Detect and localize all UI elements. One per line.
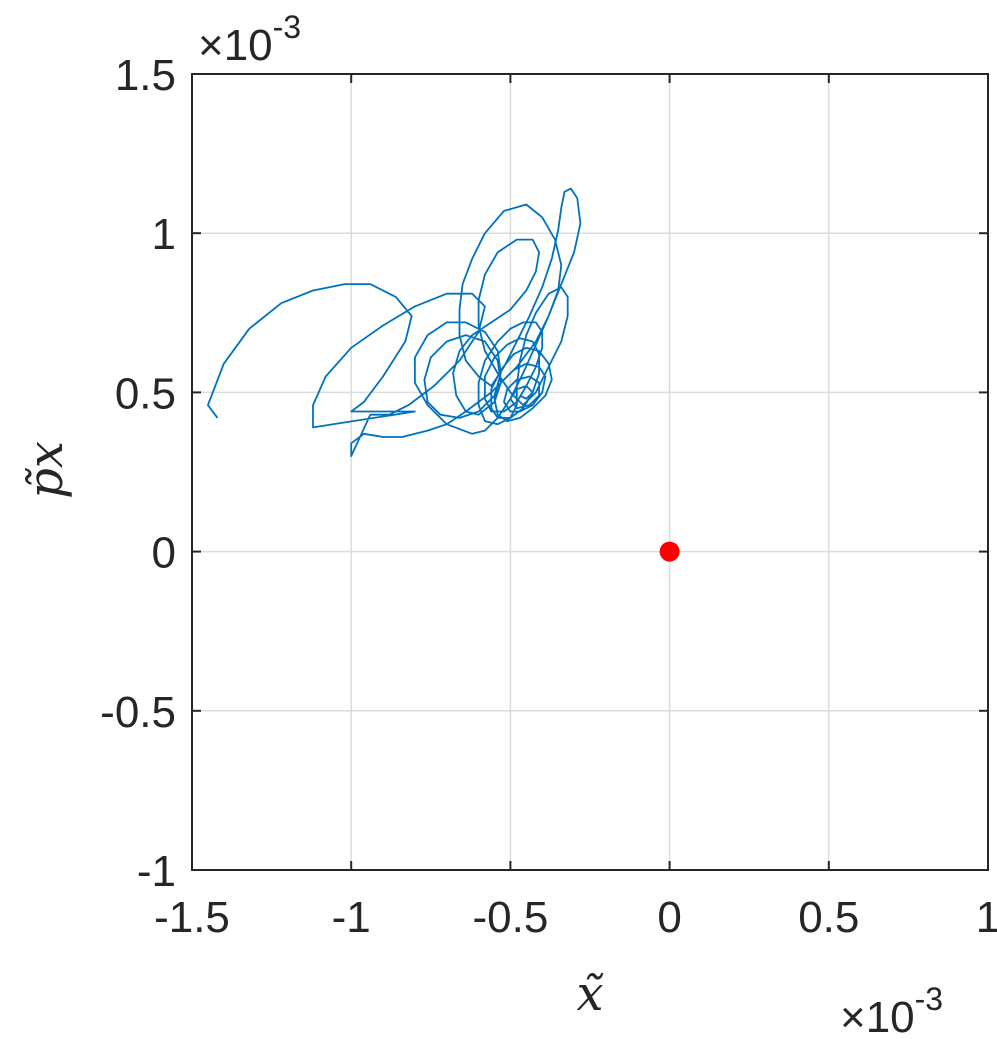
x-tick-label: 0.5: [798, 893, 859, 942]
x-tick-label: -1: [332, 893, 371, 942]
y-tick-label: 0: [152, 529, 176, 578]
y-tick-label: 0.5: [115, 369, 176, 418]
axes-box: [191, 73, 989, 871]
y-tick-label: 1.5: [115, 51, 176, 100]
y-tick-label: 1: [152, 210, 176, 259]
y-exponent-base: ×10: [198, 21, 273, 70]
y-tick-label: -0.5: [100, 688, 176, 737]
y-axis-label: p̃x: [18, 441, 74, 499]
axes: [191, 73, 989, 871]
y-exponent-power: -3: [273, 9, 301, 45]
data-layer: [207, 187, 680, 562]
y-exponent-label: ×10-3: [198, 9, 301, 70]
x-tick-label: 0: [657, 893, 681, 942]
x-exponent-base: ×10: [840, 993, 915, 1039]
trajectory-line: [207, 187, 582, 457]
grid-lines: [192, 74, 988, 870]
fixed-point-marker: [659, 541, 680, 562]
x-axis-label: x̃: [576, 966, 603, 1022]
tick-labels: -1.5 -1 -0.5 0 0.5 1-1-0.500.511.5: [100, 51, 997, 942]
tick-marks: [191, 73, 989, 871]
x-exponent-label: ×10-3: [840, 981, 943, 1039]
x-tick-label: -0.5: [472, 893, 548, 942]
x-exponent-power: -3: [915, 981, 943, 1017]
x-tick-label: 1: [976, 893, 997, 942]
y-tick-label: -1: [137, 847, 176, 896]
x-tick-label: -1.5: [154, 893, 230, 942]
